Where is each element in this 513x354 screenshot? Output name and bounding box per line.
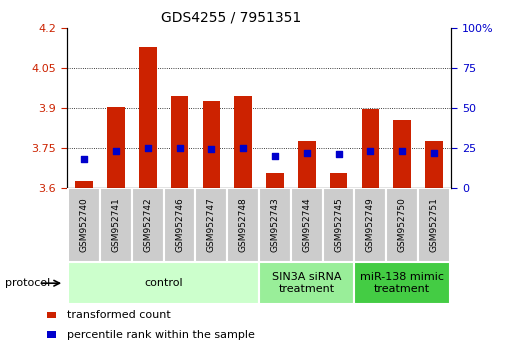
Point [144, 145, 152, 151]
Text: GSM952749: GSM952749 [366, 198, 375, 252]
Text: GSM952742: GSM952742 [143, 198, 152, 252]
Bar [386, 188, 418, 262]
Point [398, 148, 406, 154]
Bar [132, 188, 164, 262]
Bar [47, 331, 56, 338]
Bar [259, 188, 291, 262]
Bar [171, 96, 188, 188]
Text: GSM952740: GSM952740 [80, 198, 89, 252]
Bar [354, 262, 450, 304]
Bar [195, 188, 227, 262]
Point [80, 156, 88, 162]
Text: GSM952743: GSM952743 [270, 198, 280, 252]
Text: GDS4255 / 7951351: GDS4255 / 7951351 [161, 11, 301, 25]
Bar [107, 107, 125, 188]
Bar [266, 173, 284, 188]
Text: GSM952747: GSM952747 [207, 198, 216, 252]
Bar [75, 181, 93, 188]
Bar [203, 101, 220, 188]
Text: transformed count: transformed count [67, 310, 170, 320]
Bar [330, 173, 347, 188]
Point [112, 148, 120, 154]
Text: GSM952744: GSM952744 [302, 198, 311, 252]
Text: GSM952746: GSM952746 [175, 198, 184, 252]
Text: GSM952741: GSM952741 [111, 198, 121, 252]
Text: miR-138 mimic
treatment: miR-138 mimic treatment [360, 272, 444, 294]
Bar [425, 141, 443, 188]
Bar [418, 188, 450, 262]
Point [303, 150, 311, 155]
Point [271, 153, 279, 159]
Text: GSM952748: GSM952748 [239, 198, 248, 252]
Point [207, 147, 215, 152]
Text: GSM952745: GSM952745 [334, 198, 343, 252]
Bar [291, 188, 323, 262]
Text: percentile rank within the sample: percentile rank within the sample [67, 330, 254, 339]
Text: GSM952751: GSM952751 [429, 197, 439, 252]
Bar [234, 96, 252, 188]
Bar [298, 141, 315, 188]
Text: protocol: protocol [5, 278, 50, 288]
Bar [393, 120, 411, 188]
Point [239, 145, 247, 151]
Bar [68, 188, 100, 262]
Bar [354, 188, 386, 262]
Text: GSM952750: GSM952750 [398, 197, 407, 252]
Point [366, 148, 374, 154]
Bar [68, 262, 259, 304]
Bar [323, 188, 354, 262]
Text: SIN3A siRNA
treatment: SIN3A siRNA treatment [272, 272, 342, 294]
Bar [362, 109, 379, 188]
Point [430, 150, 438, 155]
Bar [227, 188, 259, 262]
Bar [164, 188, 195, 262]
Bar [139, 47, 156, 188]
Text: control: control [144, 278, 183, 288]
Point [175, 145, 184, 151]
Bar [47, 312, 56, 318]
Bar [100, 188, 132, 262]
Point [334, 152, 343, 157]
Bar [259, 262, 354, 304]
